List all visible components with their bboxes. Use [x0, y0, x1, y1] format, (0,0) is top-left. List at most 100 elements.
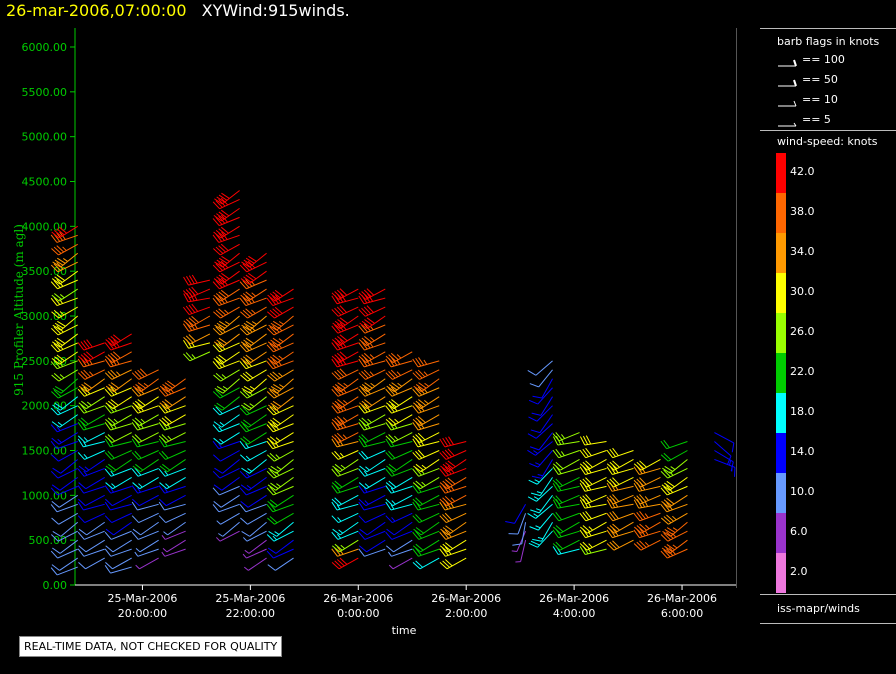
barb-flag-10: [267, 357, 276, 365]
barb-flag-10: [358, 531, 366, 540]
barb-staff: [417, 441, 440, 448]
barb-staff: [247, 369, 267, 382]
barb-flag-10: [134, 387, 142, 396]
barb-flag-10: [242, 293, 251, 300]
wind-barb: [439, 476, 467, 490]
barb-flag-10: [266, 454, 275, 462]
barb-flag-10: [609, 478, 617, 487]
barb-flag-10: [104, 468, 112, 477]
barb-flag-10: [332, 528, 341, 536]
wind-barb: [332, 459, 359, 473]
barb-flag-10: [336, 546, 344, 555]
wind-barb: [412, 386, 440, 397]
barb-flag-5: [390, 504, 395, 510]
barb-flag-10: [104, 485, 112, 494]
barb-staff: [392, 512, 413, 524]
barb-flag-10: [664, 545, 673, 553]
barb-flag-10: [361, 307, 369, 316]
barb-flag-5: [83, 453, 88, 459]
barb-flag-10: [336, 559, 345, 567]
barb-staff: [445, 548, 467, 557]
barb-flag-10: [660, 504, 668, 513]
barb-staff: [58, 225, 78, 239]
barb-staff: [516, 531, 527, 552]
wind-barb: [579, 447, 607, 459]
barb-flag-10: [240, 311, 248, 319]
barb-flag-10: [186, 318, 194, 326]
barb-staff: [539, 414, 553, 433]
wind-barb: [158, 512, 186, 524]
barb-flag-10: [215, 200, 223, 208]
barb-flag-10: [214, 261, 223, 268]
barb-flag-10: [212, 327, 221, 336]
barb-flag-10: [80, 354, 89, 362]
barb-flag-10: [158, 515, 167, 523]
barb-flag-10: [731, 442, 735, 453]
barb-flag-10: [334, 497, 342, 505]
barb-flag-10: [215, 406, 223, 415]
barb-staff: [445, 485, 467, 494]
barb-flag-10: [104, 435, 113, 443]
barb-flag-5: [221, 374, 227, 379]
barb-flag-10: [266, 391, 275, 399]
wind-barb: [579, 539, 607, 551]
barb-flag-10: [412, 422, 419, 431]
barb-flag-10: [334, 480, 343, 488]
barb-flag-5: [535, 525, 541, 529]
wind-barb: [386, 521, 413, 536]
barb-flag-10: [212, 470, 221, 479]
barb-flag-10: [218, 291, 227, 299]
wind-barb: [385, 485, 413, 494]
wind-barb: [239, 405, 267, 416]
barb-flag-10: [334, 324, 342, 333]
barb-flag-5: [364, 483, 370, 488]
barb-flag-10: [334, 560, 343, 568]
barb-flag-10: [666, 531, 674, 539]
barb-flag-10: [218, 274, 227, 281]
legend-panel: barb flags in knots == 100 == 50 == 10 == 5…: [760, 28, 896, 624]
barb-staff: [220, 369, 240, 382]
barb-staff: [366, 396, 386, 410]
barb-staff: [140, 459, 159, 473]
barb-staff: [560, 521, 580, 534]
barb-flag-10: [442, 450, 450, 459]
wind-barb: [159, 414, 186, 427]
barb-staff: [366, 459, 386, 473]
barb-flag-10: [439, 438, 446, 448]
barb-staff: [110, 423, 132, 431]
barb-staff: [444, 503, 467, 511]
wind-barb: [50, 231, 78, 243]
barb-flag-10: [528, 479, 538, 485]
barb-flag-10: [552, 433, 560, 442]
barb-flag-10: [388, 354, 396, 362]
barb-flag-10: [358, 548, 365, 557]
y-tick-label: 0.00: [43, 579, 68, 592]
barb-flag-10: [215, 246, 224, 254]
barb-flag-10: [639, 494, 647, 502]
barb-staff: [276, 378, 294, 394]
barb-flag-5: [161, 535, 166, 540]
barb-flag-10: [245, 354, 254, 362]
wind-barb: [242, 548, 267, 559]
barb-flag-10: [663, 452, 672, 461]
wind-barb: [359, 315, 386, 330]
barb-flag-10: [137, 386, 145, 395]
barb-staff: [112, 351, 132, 363]
wind-barb: [131, 467, 159, 477]
barb-flag-10: [50, 297, 58, 306]
wind-barb: [104, 467, 132, 477]
barb-flag-10: [105, 545, 114, 553]
barb-flag-10: [358, 342, 365, 351]
barb-flag-10: [53, 343, 61, 351]
wind-barb: [78, 494, 105, 507]
wind-barb: [212, 214, 240, 227]
barb-flag-10: [218, 278, 226, 287]
barb-staff: [137, 548, 159, 557]
barb-flag-10: [83, 352, 92, 360]
wind-barb: [241, 378, 267, 394]
wind-barb: [331, 305, 359, 317]
barb-staff: [336, 441, 359, 448]
barb-staff: [418, 548, 440, 557]
barb-flag-10: [268, 404, 277, 411]
wind-barb: [266, 450, 294, 462]
